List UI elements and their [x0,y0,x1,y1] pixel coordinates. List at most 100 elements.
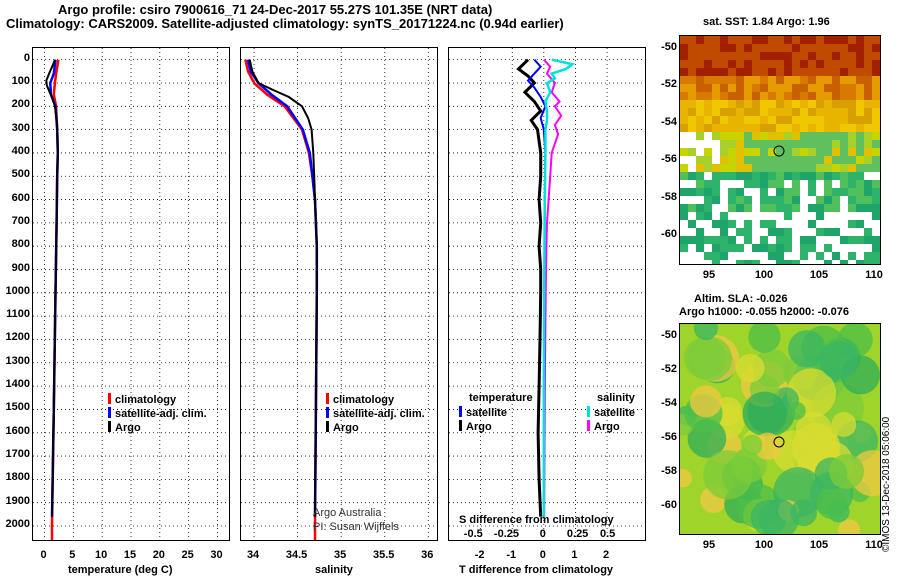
sst-cell [688,204,696,212]
sst-cell [696,220,704,228]
sst-cell [688,44,696,52]
sst-cell [696,36,704,44]
sst-cell [784,60,792,68]
sst-cell [816,68,824,76]
sst-cell [800,236,808,244]
sst-cell [824,188,832,196]
sst-cell [872,108,880,116]
sst-cell [744,148,752,156]
plot-title-line2: Climatology: CARS2009. Satellite-adjuste… [6,16,564,31]
sst-cell [744,52,752,60]
sst-cell [768,204,776,212]
sst-cell [752,172,760,180]
sst-cell [712,44,720,52]
x-tick-label: 0 [539,549,546,561]
sst-cell [832,140,840,148]
sst-cell [680,124,688,132]
sst-cell [688,60,696,68]
sst-cell [736,116,744,124]
sst-cell [720,164,728,172]
sst-cell [800,108,808,116]
sst-cell [736,244,744,252]
depth-tick-label: 1900 [5,494,30,507]
sst-cell [824,156,832,164]
legend-salinity-title: salinity [597,392,635,404]
sst-cell [712,188,720,196]
sst-cell [840,196,848,204]
sst-cell [768,108,776,116]
series-line-argo [45,59,59,517]
sst-cell [744,100,752,108]
sst-cell [688,188,696,196]
sst-cell [744,44,752,52]
x-tick-label: 25 [181,549,194,561]
sst-cell [864,188,872,196]
sst-cell [824,44,832,52]
sst-cell [728,124,736,132]
sst-cell [704,236,712,244]
sst-cell [792,156,800,164]
sst-cell [736,132,744,140]
sst-cell [824,260,832,264]
sst-cell [728,260,736,264]
sst-cell [712,60,720,68]
sst-cell [824,140,832,148]
sst-cell [720,212,728,220]
sst-cell [680,132,688,140]
sst-cell [704,84,712,92]
sst-cell [680,204,688,212]
sst-cell [832,100,840,108]
sst-cell [824,108,832,116]
sst-cell [760,212,768,220]
sst-cell [800,140,808,148]
sst-cell [840,132,848,140]
sst-cell [848,68,856,76]
sst-cell [856,236,864,244]
sst-cell [720,60,728,68]
x-tick-label: 2 [603,549,610,561]
sst-cell [752,204,760,212]
legend-satellite-adj: satellite-adj. clim. [108,407,207,420]
sst-cell [688,196,696,204]
sst-cell [864,156,872,164]
sst-cell [728,196,736,204]
sst-cell [744,180,752,188]
sst-cell [752,68,760,76]
sst-cell [776,132,784,140]
sst-cell [696,100,704,108]
depth-tick-label: 1400 [5,378,30,391]
sst-cell [744,36,752,44]
sst-cell [744,188,752,196]
sst-cell [752,44,760,52]
sst-cell [848,36,856,44]
sst-cell [872,140,880,148]
sst-cell [768,84,776,92]
sst-cell [848,148,856,156]
sst-cell [840,76,848,84]
sst-cell [728,244,736,252]
sst-cell [848,188,856,196]
sst-cell [816,252,824,260]
map-x-tick-label: 105 [809,269,829,281]
sst-cell [688,236,696,244]
map-y-tick-label: -58 [661,465,677,478]
sst-cell [832,188,840,196]
sst-cell [848,108,856,116]
temperature-plot [33,48,229,540]
sla-blob [703,450,753,500]
sst-cell [768,180,776,188]
sst-cell [864,84,872,92]
sst-cell [832,228,840,236]
sst-cell [872,148,880,156]
sst-cell [696,188,704,196]
sst-cell [768,60,776,68]
sst-cell [744,108,752,116]
sst-cell [816,92,824,100]
sst-cell [704,140,712,148]
sst-cell [816,236,824,244]
depth-tick-label: 1500 [5,401,30,414]
sst-cell [712,140,720,148]
sst-cell [776,252,784,260]
sst-cell [744,252,752,260]
sst-cell [768,156,776,164]
